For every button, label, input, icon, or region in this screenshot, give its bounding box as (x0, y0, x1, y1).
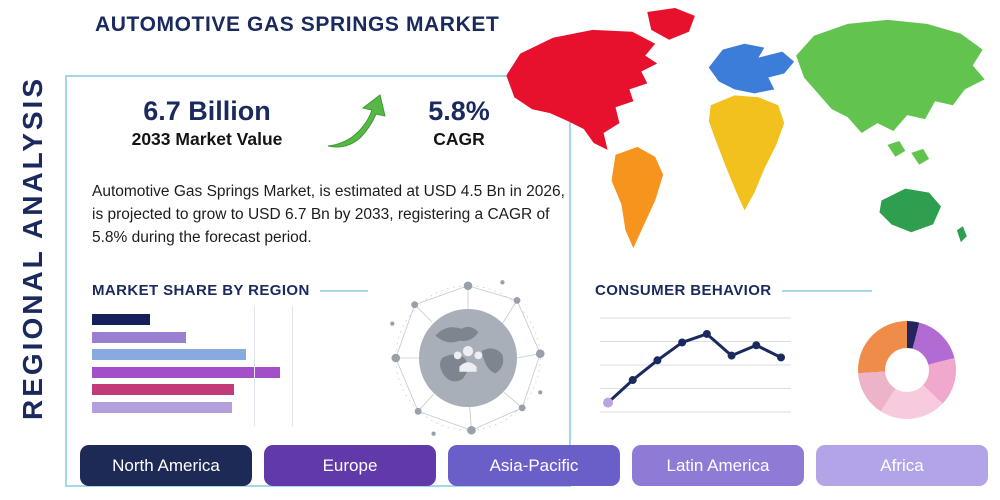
continent-north-america (506, 29, 658, 150)
bar (92, 314, 150, 325)
consumer-behavior-heading: CONSUMER BEHAVIOR (595, 282, 872, 299)
world-map (506, 7, 985, 249)
continent-asia (796, 19, 985, 134)
market-value-number: 6.7 Billion (143, 96, 271, 126)
side-label-regional-analysis: REGIONAL ANALYSIS (17, 75, 48, 420)
bar (92, 401, 232, 413)
region-button-latin-america[interactable]: Latin America (632, 445, 804, 486)
summary-description: Automotive Gas Springs Market, is estima… (92, 183, 565, 246)
globe-network-icon (390, 280, 545, 436)
islands-se-asia (911, 148, 930, 165)
page-title: AUTOMOTIVE GAS SPRINGS MARKET (95, 13, 500, 36)
regional-donut-chart (858, 321, 956, 419)
cagr-stat: 5.8% CAGR (400, 96, 518, 150)
continent-europe (708, 43, 795, 94)
consumer-behavior-line-chart (600, 317, 791, 413)
growth-arrow-icon (327, 94, 386, 148)
market-share-heading: MARKET SHARE BY REGION (92, 282, 368, 299)
continent-africa (708, 95, 785, 211)
market-value-caption: 2033 Market Value (131, 129, 283, 149)
market-share-heading-text: MARKET SHARE BY REGION (92, 282, 310, 299)
bar (92, 349, 246, 360)
consumer-behavior-heading-text: CONSUMER BEHAVIOR (595, 282, 772, 299)
bar (92, 366, 280, 378)
summary-box (65, 75, 571, 487)
heading-rule (781, 289, 872, 292)
cagr-number: 5.8% (428, 96, 490, 126)
cagr-caption: CAGR (433, 129, 485, 149)
region-buttons: North America Europe Asia-Pacific Latin Ame… (80, 445, 988, 486)
region-button-europe[interactable]: Europe (264, 445, 436, 486)
continent-south-america (611, 146, 664, 249)
region-button-asia-pacific[interactable]: Asia-Pacific (448, 445, 620, 486)
people-icon (453, 345, 483, 372)
islands-se-asia (887, 140, 906, 157)
bar (92, 384, 234, 395)
market-value-stat: 6.7 Billion 2033 Market Value (98, 96, 316, 150)
bar (92, 331, 186, 343)
island-new-zealand (956, 226, 967, 243)
region-button-north-america[interactable]: North America (80, 445, 252, 486)
grid-line (292, 306, 293, 426)
heading-rule (319, 289, 368, 292)
continent-australia (879, 188, 942, 233)
island-greenland (647, 7, 695, 40)
market-share-bar-chart (92, 306, 293, 426)
grid-line (254, 306, 255, 426)
donut-hole (885, 348, 929, 392)
region-button-africa[interactable]: Africa (816, 445, 988, 486)
